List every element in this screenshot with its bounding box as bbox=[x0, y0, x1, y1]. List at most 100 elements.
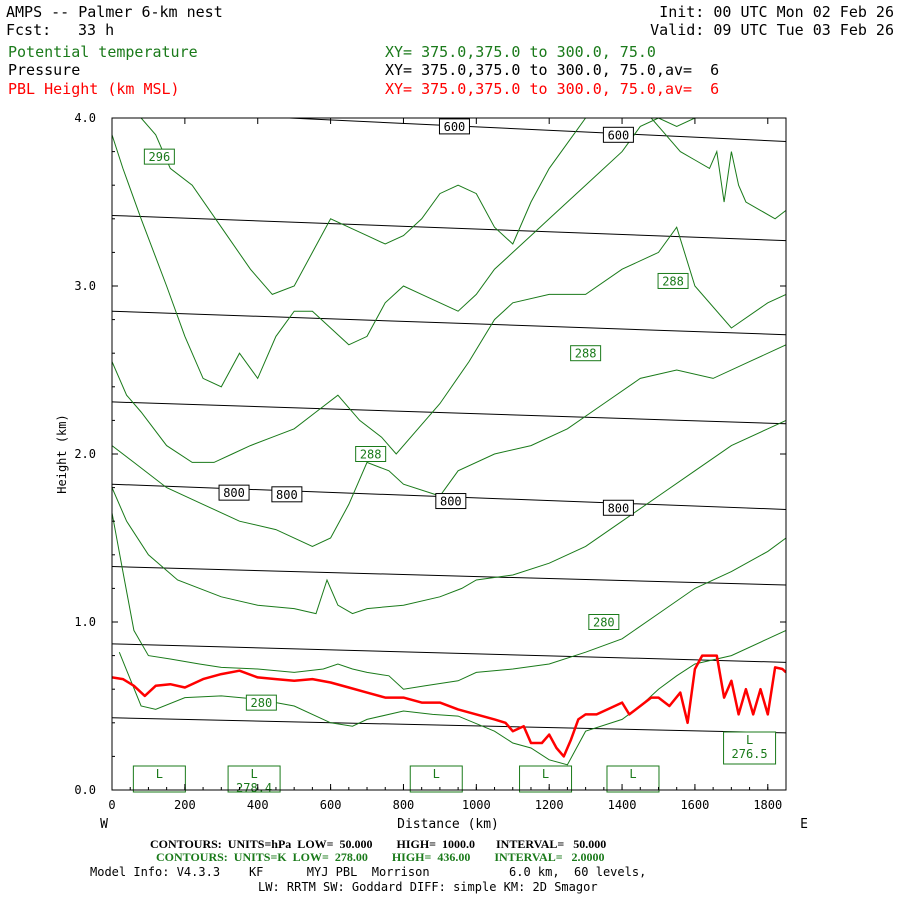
x-tick-label-5: 1000 bbox=[462, 798, 491, 812]
theta-contour-5 bbox=[112, 118, 703, 388]
theta-label-1-text: 288 bbox=[662, 274, 684, 288]
pressure-contour-0 bbox=[112, 717, 786, 734]
pressure-label-3: 800 bbox=[602, 499, 634, 516]
low-marker-2-letter: L bbox=[433, 767, 440, 781]
theta-contour-0 bbox=[118, 629, 786, 766]
field-pbl-xy: XY= 375.0,375.0 to 300.0, 75.0,av= 6 bbox=[385, 80, 720, 98]
footer-model-info: Model Info: V4.3.3 KF MYJ PBL Morrison 6… bbox=[90, 865, 647, 879]
pbl-height-line bbox=[112, 654, 786, 758]
west-label: W bbox=[100, 817, 108, 832]
low-marker-2-box bbox=[409, 765, 463, 793]
theta-label-0-text: 296 bbox=[149, 150, 171, 164]
field-theta-name: Potential temperature bbox=[8, 43, 198, 61]
y-axis-label: Height (km) bbox=[55, 414, 69, 493]
low-marker-2: L bbox=[409, 765, 463, 793]
pressure-contour-2 bbox=[112, 566, 786, 586]
pressure-label-2-text: 800 bbox=[440, 495, 462, 509]
x-tick-label-1: 200 bbox=[174, 798, 196, 812]
low-marker-5-value: 276.5 bbox=[732, 747, 768, 761]
low-marker-4-letter: L bbox=[629, 767, 636, 781]
theta-label-2-text: 288 bbox=[575, 347, 597, 361]
footer-contour-pressure: CONTOURS: UNITS=hPa LOW= 50.000 HIGH= 10… bbox=[150, 837, 607, 851]
field-pressure-name: Pressure bbox=[8, 61, 81, 79]
theta-label-5: 280 bbox=[245, 694, 277, 711]
theta-label-3-box bbox=[355, 446, 387, 462]
y-tick-label-4: 4.0 bbox=[74, 111, 96, 125]
low-marker-5-letter: L bbox=[746, 733, 753, 747]
pressure-label-1-box bbox=[271, 486, 303, 503]
low-marker-0-box bbox=[132, 765, 186, 793]
x-tick-label-9: 1800 bbox=[753, 798, 782, 812]
pressure-label-3-box bbox=[602, 499, 634, 516]
theta-label-1: 288 bbox=[657, 272, 689, 289]
pressure-label-0: 800 bbox=[218, 484, 250, 501]
pressure-label-1-text: 800 bbox=[276, 488, 298, 502]
x-tick-label-3: 600 bbox=[320, 798, 342, 812]
theta-label-5-box bbox=[245, 694, 277, 711]
valid-time: Valid: 09 UTC Tue 03 Feb 26 bbox=[650, 21, 894, 39]
low-marker-1-letter: L bbox=[250, 767, 257, 781]
x-tick-label-8: 1600 bbox=[680, 798, 709, 812]
theta-label-3: 288 bbox=[355, 446, 387, 462]
low-marker-1-value: 278.4 bbox=[236, 781, 272, 795]
theta-label-2: 288 bbox=[570, 345, 602, 362]
theta-label-5-text: 280 bbox=[251, 696, 273, 710]
theta-contour-2 bbox=[112, 419, 786, 615]
pressure-label-4: 600 bbox=[438, 118, 470, 135]
x-axis-label: Distance (km) bbox=[397, 817, 499, 832]
theta-label-4-box bbox=[588, 614, 620, 630]
pressure-label-2-box bbox=[435, 493, 467, 510]
theta-contour-7 bbox=[650, 118, 786, 220]
forecast-value: 33 h bbox=[78, 21, 115, 39]
y-tick-label-0: 0.0 bbox=[74, 783, 96, 797]
init-time: Init: 00 UTC Mon 02 Feb 26 bbox=[659, 3, 894, 21]
x-tick-label-7: 1400 bbox=[608, 798, 637, 812]
low-marker-1-box bbox=[227, 765, 281, 793]
x-tick-label-2: 400 bbox=[247, 798, 269, 812]
theta-label-0: 296 bbox=[143, 148, 175, 165]
theta-label-0-box bbox=[143, 148, 175, 165]
theta-label-4: 280 bbox=[588, 614, 620, 630]
model-title: AMPS -- Palmer 6-km nest bbox=[6, 3, 223, 21]
pressure-label-0-box bbox=[218, 484, 250, 501]
theta-contour-1 bbox=[112, 512, 786, 690]
low-marker-0: L bbox=[132, 765, 186, 793]
theta-label-4-text: 280 bbox=[593, 616, 615, 630]
pressure-label-0-text: 800 bbox=[223, 486, 245, 500]
theta-label-2-box bbox=[570, 345, 602, 362]
field-pbl-name: PBL Height (km MSL) bbox=[8, 80, 180, 98]
x-tick-label-4: 800 bbox=[393, 798, 415, 812]
pressure-label-5-box bbox=[602, 126, 634, 143]
field-pressure-xy: XY= 375.0,375.0 to 300.0, 75.0,av= 6 bbox=[385, 61, 720, 79]
y-tick-label-3: 3.0 bbox=[74, 279, 96, 293]
pressure-label-4-text: 600 bbox=[444, 120, 466, 134]
y-tick-label-1: 1.0 bbox=[74, 615, 96, 629]
y-tick-label-2: 2.0 bbox=[74, 447, 96, 461]
theta-contour-6 bbox=[140, 118, 587, 295]
field-theta-xy: XY= 375.0,375.0 to 300.0, 75.0 bbox=[385, 43, 656, 61]
low-marker-5-box bbox=[723, 731, 777, 765]
pressure-label-5: 600 bbox=[602, 126, 634, 143]
low-marker-4-box bbox=[606, 765, 660, 793]
pressure-contour-1 bbox=[112, 643, 786, 663]
x-tick-label-6: 1200 bbox=[535, 798, 564, 812]
pressure-contour-6 bbox=[112, 214, 786, 242]
low-marker-4: L bbox=[606, 765, 660, 793]
pressure-label-4-box bbox=[438, 118, 470, 135]
pressure-contour-4 bbox=[112, 401, 786, 425]
forecast-label: Fcst: bbox=[6, 21, 52, 39]
footer-contour-theta: CONTOURS: UNITS=K LOW= 278.00 HIGH= 436.… bbox=[156, 850, 605, 864]
footer-physics: LW: RRTM SW: Goddard DIFF: simple KM: 2D… bbox=[258, 880, 598, 894]
theta-contour-3 bbox=[112, 344, 786, 547]
low-marker-0-letter: L bbox=[156, 767, 163, 781]
theta-label-3-text: 288 bbox=[360, 448, 382, 462]
low-marker-3-box bbox=[519, 765, 573, 793]
x-tick-label-0: 0 bbox=[108, 798, 115, 812]
theta-label-1-box bbox=[657, 272, 689, 289]
theta-contour-4 bbox=[112, 226, 786, 463]
low-marker-3-letter: L bbox=[542, 767, 549, 781]
pressure-label-2: 800 bbox=[435, 493, 467, 510]
